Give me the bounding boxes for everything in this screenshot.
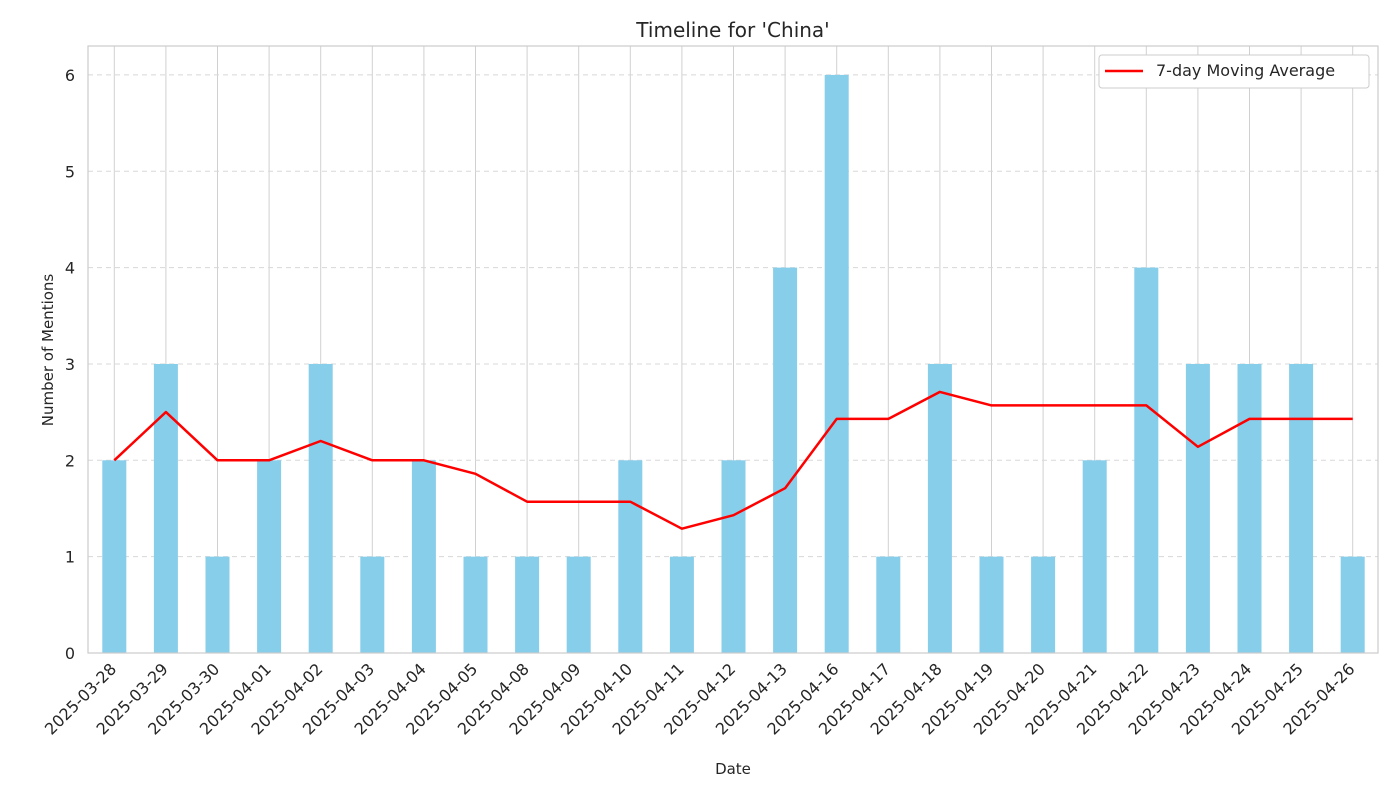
bar xyxy=(308,363,333,653)
legend-box xyxy=(1098,54,1370,89)
bar xyxy=(102,460,127,653)
bar xyxy=(1134,267,1159,653)
bar xyxy=(824,74,849,653)
bar xyxy=(360,556,385,653)
bar xyxy=(927,363,952,653)
moving-average-line xyxy=(113,390,1353,530)
bar xyxy=(566,556,591,653)
y-ticks: 0 1 2 3 4 5 6 xyxy=(65,66,75,663)
y-tick-label: 0 xyxy=(65,644,75,663)
bar xyxy=(618,460,643,653)
y-tick-label: 6 xyxy=(65,66,75,85)
bar xyxy=(1082,460,1107,653)
legend-label: 7-day Moving Average xyxy=(1156,61,1335,80)
bar xyxy=(257,460,282,653)
y-tick-label: 1 xyxy=(65,548,75,567)
bar xyxy=(463,556,488,653)
bar xyxy=(773,267,798,653)
chart-title: Timeline for 'China' xyxy=(635,18,829,42)
bar xyxy=(669,556,694,653)
bar xyxy=(721,460,746,653)
bar xyxy=(876,556,901,653)
y-axis-label: Number of Mentions xyxy=(39,274,57,427)
bar xyxy=(411,460,436,653)
x-ticks: 2025-03-282025-03-292025-03-302025-04-01… xyxy=(41,659,1359,738)
bar xyxy=(1185,363,1210,653)
legend: 7-day Moving Average xyxy=(1098,54,1370,89)
y-tick-label: 2 xyxy=(65,451,75,470)
bars xyxy=(102,74,1365,653)
bar xyxy=(1237,363,1262,653)
y-tick-label: 4 xyxy=(65,259,75,278)
bar xyxy=(1289,363,1314,653)
bar xyxy=(979,556,1004,653)
y-tick-label: 5 xyxy=(65,162,75,181)
bar xyxy=(1340,556,1365,653)
bar xyxy=(153,363,178,653)
plot-frame xyxy=(87,45,1379,654)
moving-average-series-line xyxy=(113,390,1353,530)
bar xyxy=(205,556,230,653)
bar xyxy=(1031,556,1056,653)
y-tick-label: 3 xyxy=(65,355,75,374)
x-axis-label: Date xyxy=(715,760,751,778)
bar xyxy=(515,556,540,653)
